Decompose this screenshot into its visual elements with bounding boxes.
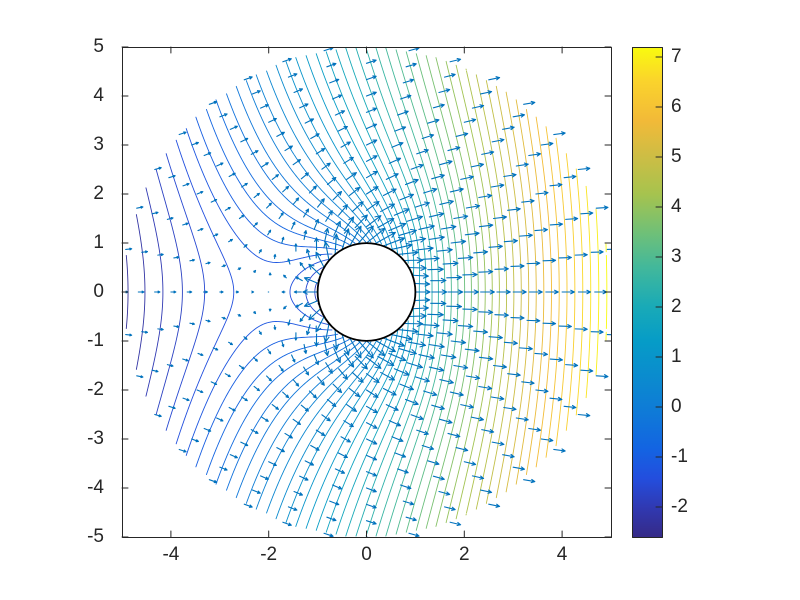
colorbar-tick-label: 7 <box>671 46 682 67</box>
y-tick-label: -5 <box>87 526 104 547</box>
x-tick-label: 4 <box>556 544 568 565</box>
colorbar-tick-label: 0 <box>671 396 682 417</box>
y-tick-label: 0 <box>93 281 104 302</box>
x-tick-label: -4 <box>162 544 180 565</box>
colorbar-tick-label: -1 <box>671 446 688 467</box>
y-tick-label: -2 <box>87 379 104 400</box>
colorbar-tick-label: -2 <box>671 496 688 517</box>
x-tick-label: 0 <box>361 544 372 565</box>
x-tick-label: -2 <box>260 544 278 565</box>
colorbar-tick-label: 4 <box>671 196 682 217</box>
y-tick-label: -4 <box>87 477 104 498</box>
x-tick-label: 2 <box>459 544 470 565</box>
y-tick-label: 3 <box>93 134 104 155</box>
y-tick-label: 5 <box>93 36 104 57</box>
y-tick-label: 1 <box>93 232 104 253</box>
y-tick-label: 2 <box>93 183 104 204</box>
colorbar-tick-label: 5 <box>671 146 682 167</box>
colorbar-tick-label: 3 <box>671 246 682 267</box>
colorbar-tick-label: 2 <box>671 296 682 317</box>
y-tick-label: -1 <box>87 330 104 351</box>
y-tick-label: 4 <box>93 85 104 106</box>
colorbar-tick-label: 1 <box>671 346 682 367</box>
y-tick-label: -3 <box>87 428 104 449</box>
colorbar-tick-label: 6 <box>671 96 682 117</box>
